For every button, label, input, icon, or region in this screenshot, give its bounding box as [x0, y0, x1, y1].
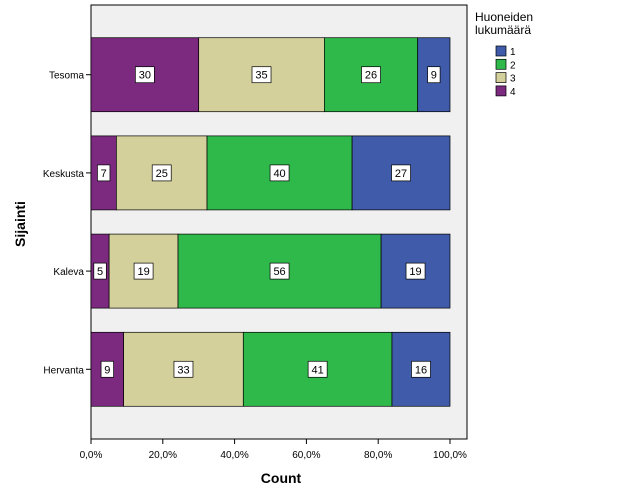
data-label-tesoma-4: 30 [139, 70, 151, 82]
data-label-tesoma-2: 26 [365, 70, 377, 82]
data-label-kaleva-1: 19 [409, 266, 421, 278]
data-label-box-kaleva-4 [93, 262, 107, 280]
x-tick-label-3: 60,0% [292, 450, 320, 461]
x-tick-label-0: 0,0% [80, 450, 103, 461]
y-axis-title: Sijainti [12, 201, 28, 247]
data-label-box-hervanta-2 [307, 360, 328, 378]
x-tick-label-2: 40,0% [220, 450, 248, 461]
x-tick-label-1: 20,0% [149, 450, 177, 461]
y-tick-label-tesoma: Tesoma [49, 71, 84, 82]
data-label-box-keskusta-3 [151, 164, 172, 182]
data-label-kaleva-4: 5 [97, 266, 103, 278]
data-label-tesoma-1: 9 [431, 70, 437, 82]
legend-label-1: 1 [510, 47, 516, 58]
legend-label-2: 2 [510, 60, 516, 71]
data-label-tesoma-3: 35 [255, 70, 267, 82]
legend-label-4: 4 [510, 87, 516, 98]
y-tick-label-kaleva: Kaleva [53, 267, 84, 278]
bars-layer: 30 35 26 9 7 25 40 27 5 19 56 19 9 33 41 16 [90, 37, 451, 407]
data-label-box-tesoma-4 [135, 66, 155, 84]
legend-swatch-3 [495, 72, 507, 83]
data-label-box-kaleva-1 [405, 262, 426, 280]
data-label-box-kaleva-3 [133, 262, 154, 280]
data-label-keskusta-3: 25 [156, 168, 168, 180]
y-tick-label-keskusta: Keskusta [43, 169, 85, 180]
data-label-hervanta-1: 16 [415, 364, 427, 376]
data-label-box-hervanta-3 [173, 360, 194, 378]
legend: Huoneiden lukumäärä 1 2 3 4 [475, 10, 533, 98]
x-tick-label-4: 80,0% [364, 450, 392, 461]
legend-label-3: 3 [510, 74, 516, 85]
x-tick-label-5: 100,0% [433, 450, 467, 461]
data-label-hervanta-3: 33 [177, 364, 189, 376]
data-label-box-tesoma-1 [427, 66, 441, 84]
legend-title-line-2: lukumäärä [475, 23, 531, 37]
data-label-keskusta-2: 40 [273, 168, 285, 180]
data-label-box-hervanta-1 [411, 360, 431, 378]
data-label-hervanta-2: 41 [312, 364, 324, 376]
data-label-box-keskusta-1 [391, 164, 411, 182]
data-label-kaleva-3: 19 [137, 266, 149, 278]
data-label-box-tesoma-3 [251, 66, 272, 84]
data-label-box-hervanta-4 [100, 360, 114, 378]
y-tick-label-hervanta: Hervanta [43, 365, 84, 376]
data-label-hervanta-4: 9 [104, 364, 110, 376]
legend-swatch-1 [495, 45, 507, 57]
data-label-keskusta-1: 27 [395, 168, 407, 180]
data-label-box-tesoma-2 [361, 66, 381, 84]
legend-title-line-1: Huoneiden [475, 10, 533, 24]
data-label-box-kaleva-2 [269, 262, 290, 280]
axes-layer: Tesoma Keskusta Kaleva Hervanta 0,0% 20,0% 40,… [43, 71, 467, 461]
data-label-box-keskusta-2 [269, 164, 290, 182]
data-label-box-keskusta-4 [97, 164, 111, 182]
x-axis-title: Count [261, 470, 302, 486]
legend-swatch-2 [495, 58, 507, 70]
data-label-keskusta-4: 7 [101, 168, 107, 180]
data-label-kaleva-2: 56 [273, 266, 285, 278]
legend-swatch-4 [495, 85, 507, 97]
